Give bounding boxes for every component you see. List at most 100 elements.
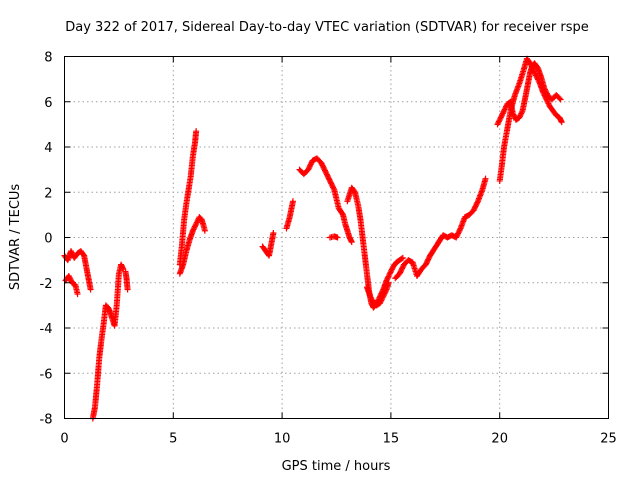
data-point [474, 199, 481, 206]
data-point [499, 111, 506, 118]
data-point [348, 239, 355, 246]
data-point [535, 77, 542, 84]
data-point [529, 65, 536, 72]
data-point [191, 223, 198, 230]
data-point [67, 277, 74, 284]
data-point [330, 185, 337, 192]
data-point [339, 210, 346, 217]
data-point [531, 68, 538, 75]
data-point [541, 92, 548, 99]
x-tick-label: 25 [600, 432, 617, 447]
data-point [534, 76, 541, 83]
data-point [399, 254, 406, 261]
y-tick-label: 8 [44, 51, 52, 66]
data-point [530, 67, 537, 74]
data-point [378, 297, 385, 304]
data-point [384, 276, 391, 283]
data-point [516, 113, 523, 120]
data-point [351, 188, 358, 195]
data-point [270, 229, 277, 236]
data-point [68, 248, 75, 255]
data-point [528, 63, 535, 70]
data-point [385, 279, 392, 286]
data-point [558, 119, 565, 126]
grid [64, 56, 609, 419]
data-point [497, 114, 504, 121]
x-tick-label: 15 [383, 432, 400, 447]
data-point [501, 107, 508, 114]
y-tick-label: 6 [44, 96, 52, 111]
data-point [74, 291, 81, 298]
y-tick-label: -2 [40, 277, 53, 292]
y-tick-label: -6 [40, 367, 53, 382]
y-tick-label: -4 [40, 322, 53, 337]
data-point [67, 275, 74, 282]
x-axis-label: GPS time / hours [282, 459, 391, 474]
data-point [494, 121, 501, 128]
y-tick-label: -8 [40, 413, 53, 428]
data-point [518, 110, 525, 117]
data-point [377, 300, 384, 307]
data-point [482, 175, 489, 182]
data-point [533, 73, 540, 80]
y-tick-labels: -8 -6 -4 -2 0 2 4 6 8 [40, 51, 53, 428]
data-point [388, 267, 395, 274]
data-point [386, 270, 393, 277]
data-point [379, 294, 386, 301]
data-point [201, 227, 208, 234]
data-point [531, 69, 538, 76]
data-point [381, 290, 388, 297]
data-point [542, 93, 549, 100]
x-tick-labels: 0 5 10 15 20 25 [60, 432, 616, 447]
y-tick-label: 4 [44, 141, 52, 156]
data-point [544, 99, 551, 106]
data-point [382, 289, 389, 296]
data-point [368, 296, 375, 303]
data-point [190, 226, 197, 233]
data-point [518, 109, 525, 116]
data-point [540, 89, 547, 96]
chart-title: Day 322 of 2017, Sidereal Day-to-day VTE… [65, 20, 589, 35]
data-point [533, 72, 540, 79]
data-point [387, 269, 394, 276]
y-tick-label: 2 [44, 186, 52, 201]
data-point [534, 75, 541, 82]
data-point [556, 95, 563, 102]
data-point [65, 272, 72, 279]
data-point [545, 100, 552, 107]
data-point [385, 273, 392, 280]
data-point [289, 198, 296, 205]
data-point [377, 298, 384, 305]
data-point [503, 103, 510, 110]
data-point [380, 291, 387, 298]
data-point [532, 71, 539, 78]
x-tick-label: 0 [60, 432, 68, 447]
data-point [398, 255, 405, 262]
data-point [495, 120, 502, 127]
data-point [87, 286, 94, 293]
data-point [499, 110, 506, 117]
y-axis-label: SDTVAR / TECUs [8, 184, 23, 291]
data-point [334, 234, 341, 241]
data-point [191, 224, 198, 231]
data-point [124, 286, 131, 293]
data-point [69, 250, 76, 257]
data-point [380, 293, 387, 300]
data-point [516, 114, 523, 121]
data-point [544, 97, 551, 104]
data-point [192, 222, 199, 229]
data-point [527, 60, 534, 67]
data-points [61, 55, 565, 422]
data-point [193, 128, 200, 135]
data-point [527, 61, 534, 68]
data-point [500, 109, 507, 116]
x-tick-label: 10 [274, 432, 291, 447]
data-point [529, 64, 536, 71]
data-point [369, 297, 376, 304]
x-tick-label: 20 [491, 432, 508, 447]
data-point [66, 274, 73, 281]
data-point [378, 296, 385, 303]
data-point [517, 111, 524, 118]
data-point [501, 106, 508, 113]
